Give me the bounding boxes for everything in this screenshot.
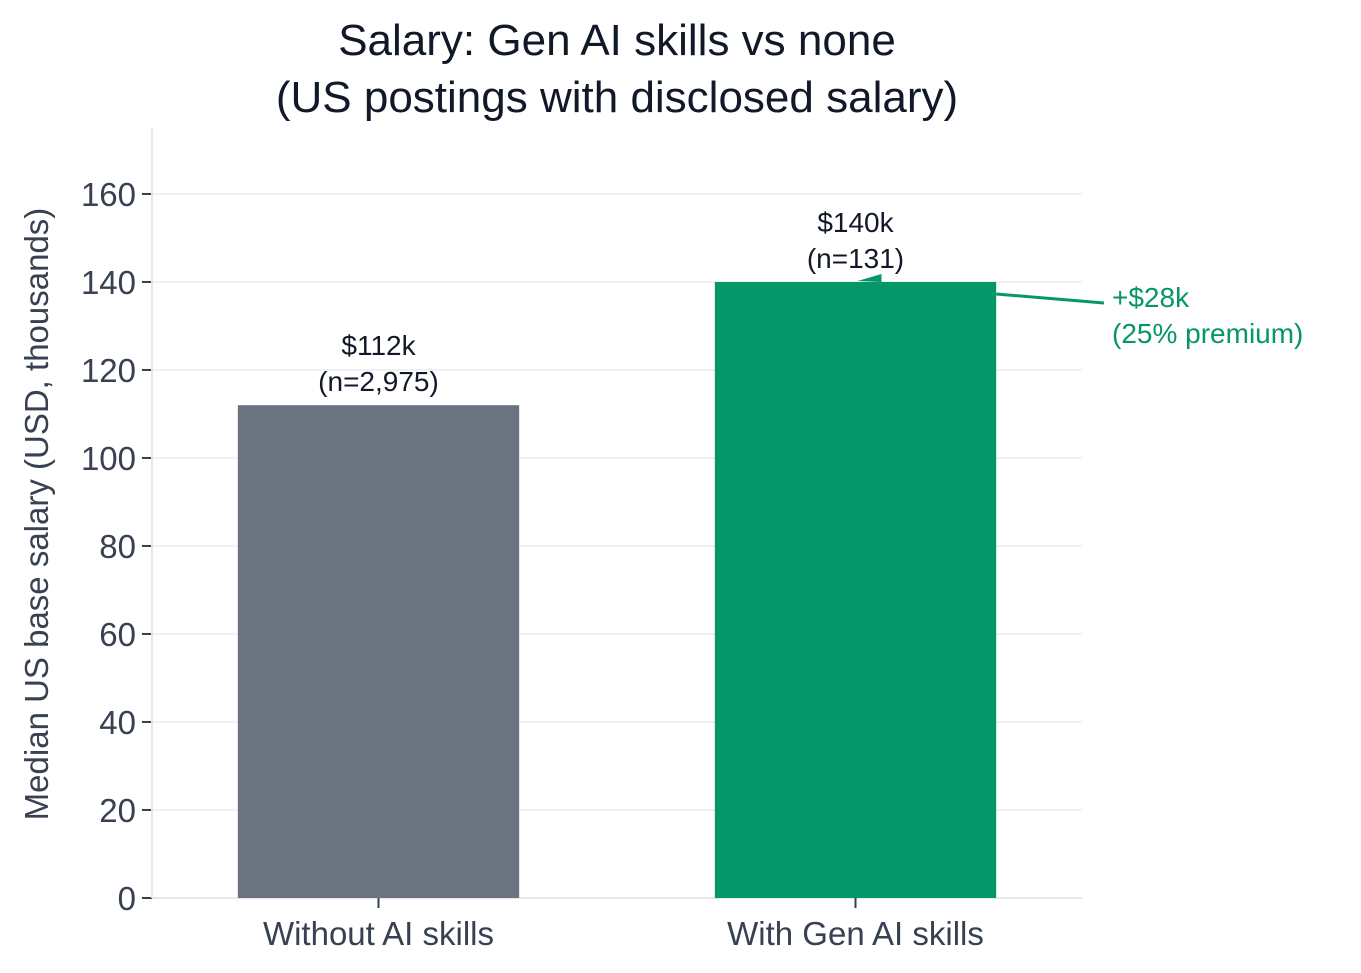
y-tick-label: 20 xyxy=(99,792,136,829)
y-tick-label: 80 xyxy=(99,528,136,565)
premium-annotation: +$28k (25% premium) xyxy=(857,274,1303,349)
annotation-arrow-head xyxy=(857,274,882,282)
y-tick-label: 160 xyxy=(81,176,136,213)
bar-count-label: (n=2,975) xyxy=(318,366,439,397)
y-tick-label: 60 xyxy=(99,616,136,653)
chart-title-line-1: Salary: Gen AI skills vs none xyxy=(338,16,896,65)
y-tick-label: 140 xyxy=(81,264,136,301)
axes: 0 20 40 60 80 100 120 140 160 Without AI skills Wi… xyxy=(81,128,1082,952)
bar-value-label: $140k xyxy=(817,207,894,238)
y-tick-label: 0 xyxy=(118,880,136,917)
annotation-premium-amount: +$28k xyxy=(1112,282,1190,313)
chart-title-line-2: (US postings with disclosed salary) xyxy=(276,73,958,122)
bar-with-gen-ai xyxy=(714,282,997,898)
y-axis-label: Median US base salary (USD, thousands) xyxy=(18,208,55,821)
annotation-arrow-line xyxy=(996,292,1105,305)
chart-title: Salary: Gen AI skills vs none (US postin… xyxy=(276,16,958,122)
bar-value-label: $112k xyxy=(341,330,416,361)
bar-count-label: (n=131) xyxy=(807,243,904,274)
bar-without-ai xyxy=(237,405,520,898)
x-tick-label: Without AI skills xyxy=(263,915,494,952)
x-tick-label: With Gen AI skills xyxy=(727,915,984,952)
bars xyxy=(237,282,997,898)
y-tick-label: 100 xyxy=(81,440,136,477)
bar-labels: $112k (n=2,975) $140k (n=131) xyxy=(318,207,904,397)
y-tick-label: 40 xyxy=(99,704,136,741)
annotation-premium-percent: (25% premium) xyxy=(1112,318,1303,349)
y-tick-label: 120 xyxy=(81,352,136,389)
